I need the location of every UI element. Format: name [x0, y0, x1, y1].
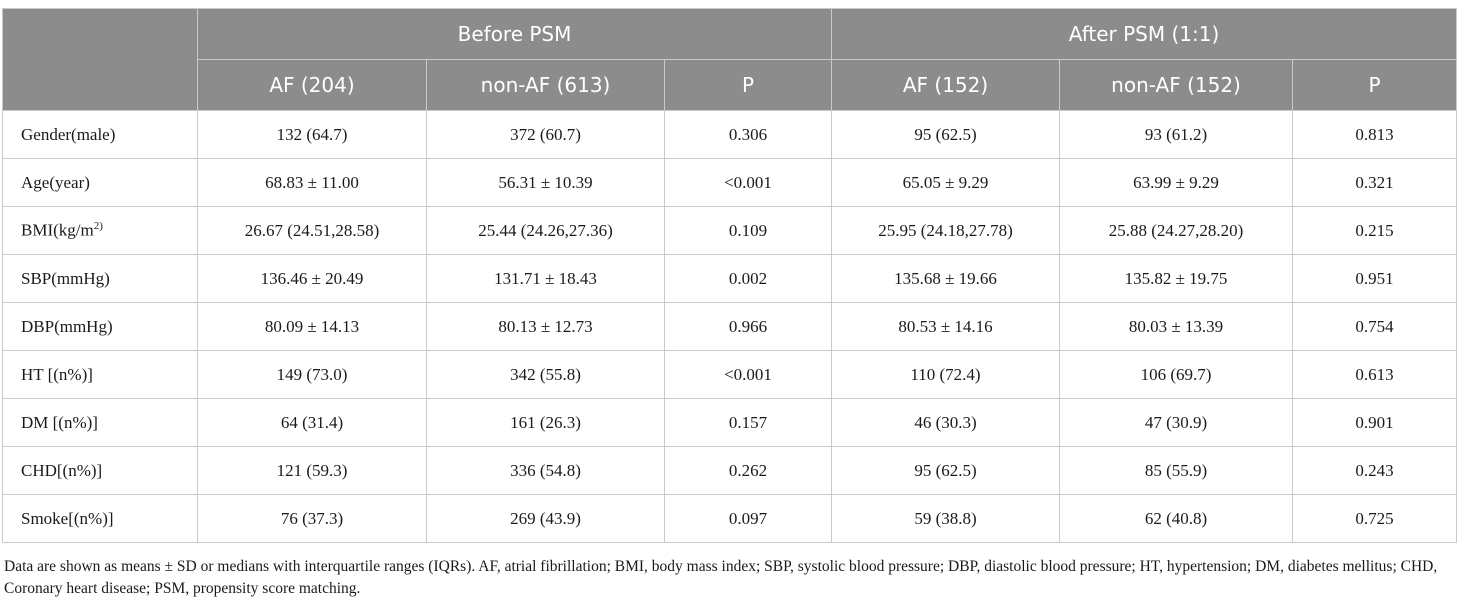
table-body: Gender(male) 132 (64.7) 372 (60.7) 0.306 95 … [2, 110, 1458, 543]
row-label: SBP(mmHg) [2, 254, 198, 303]
value-cell: 63.99 ± 9.29 [1059, 158, 1294, 207]
p-value-cell: 0.966 [663, 302, 833, 351]
p-value-cell: 0.613 [1292, 350, 1458, 399]
value-cell: 25.95 (24.18,27.78) [831, 206, 1061, 255]
table-footnote: Data are shown as means ± SD or medians … [4, 558, 1438, 597]
value-cell: 85 (55.9) [1059, 446, 1294, 495]
p-value-cell: <0.001 [663, 158, 833, 207]
value-cell: 80.13 ± 12.73 [426, 302, 665, 351]
value-cell: 95 (62.5) [831, 110, 1061, 159]
value-cell: 149 (73.0) [197, 350, 427, 399]
row-label: Smoke[(n%)] [2, 494, 198, 543]
col-header: non-AF (613) [426, 59, 665, 111]
row-label-text: HT [(n%)] [21, 364, 93, 384]
table-row: HT [(n%)] 149 (73.0) 342 (55.8) <0.001 110 (… [2, 350, 1458, 399]
value-cell: 269 (43.9) [426, 494, 665, 543]
table-row: SBP(mmHg) 136.46 ± 20.49 131.71 ± 18.43 0.0… [2, 254, 1458, 303]
value-cell: 135.68 ± 19.66 [831, 254, 1061, 303]
row-label: Age(year) [2, 158, 198, 207]
value-cell: 46 (30.3) [831, 398, 1061, 447]
p-value-cell: 0.813 [1292, 110, 1458, 159]
value-cell: 26.67 (24.51,28.58) [197, 206, 427, 255]
table-row: CHD[(n%)] 121 (59.3) 336 (54.8) 0.262 95 (62… [2, 446, 1458, 495]
value-cell: 76 (37.3) [197, 494, 427, 543]
value-cell: 121 (59.3) [197, 446, 427, 495]
value-cell: 47 (30.9) [1059, 398, 1294, 447]
row-label-text: Smoke[(n%)] [21, 508, 114, 528]
value-cell: 80.03 ± 13.39 [1059, 302, 1294, 351]
table-row: Smoke[(n%)] 76 (37.3) 269 (43.9) 0.097 59 (3… [2, 494, 1458, 543]
col-header: non-AF (152) [1059, 59, 1294, 111]
value-cell: 59 (38.8) [831, 494, 1061, 543]
value-cell: 106 (69.7) [1059, 350, 1294, 399]
value-cell: 336 (54.8) [426, 446, 665, 495]
row-label-text: BMI(kg/m [21, 220, 94, 240]
value-cell: 110 (72.4) [831, 350, 1061, 399]
row-label: HT [(n%)] [2, 350, 198, 399]
value-cell: 135.82 ± 19.75 [1059, 254, 1294, 303]
value-cell: 161 (26.3) [426, 398, 665, 447]
p-value-cell: 0.951 [1292, 254, 1458, 303]
p-value-cell: 0.262 [663, 446, 833, 495]
row-label-text: SBP(mmHg) [21, 268, 110, 288]
p-value-cell: 0.243 [1292, 446, 1458, 495]
p-value-cell: 0.109 [663, 206, 833, 255]
value-cell: 93 (61.2) [1059, 110, 1294, 159]
value-cell: 95 (62.5) [831, 446, 1061, 495]
value-cell: 136.46 ± 20.49 [197, 254, 427, 303]
value-cell: 131.71 ± 18.43 [426, 254, 665, 303]
value-cell: 25.44 (24.26,27.36) [426, 206, 665, 255]
row-label-text: Age(year) [21, 172, 90, 192]
p-value-cell: 0.321 [1292, 158, 1458, 207]
p-value-cell: 0.157 [663, 398, 833, 447]
row-label-superscript: 2) [93, 220, 103, 233]
table-row: DBP(mmHg) 80.09 ± 14.13 80.13 ± 12.73 0.966… [2, 302, 1458, 351]
value-cell: 56.31 ± 10.39 [426, 158, 665, 207]
value-cell: 64 (31.4) [197, 398, 427, 447]
value-cell: 25.88 (24.27,28.20) [1059, 206, 1294, 255]
p-value-cell: 0.306 [663, 110, 833, 159]
row-label: DM [(n%)] [2, 398, 198, 447]
col-header: AF (204) [197, 59, 427, 111]
p-value-cell: 0.901 [1292, 398, 1458, 447]
table-row: Age(year) 68.83 ± 11.00 56.31 ± 10.39 <0.00… [2, 158, 1458, 207]
group-header-after: After PSM (1:1) [831, 8, 1458, 60]
row-label-text: DBP(mmHg) [21, 316, 113, 336]
p-value-cell: 0.754 [1292, 302, 1458, 351]
value-cell: 80.09 ± 14.13 [197, 302, 427, 351]
group-header-row: Before PSM After PSM (1:1) [2, 8, 1458, 111]
row-label: DBP(mmHg) [2, 302, 198, 351]
p-value-cell: 0.097 [663, 494, 833, 543]
column-header-row: AF (204) non-AF (613) P AF (152) non-AF … [2, 59, 1458, 111]
col-header: P [1292, 59, 1458, 111]
value-cell: 80.53 ± 14.16 [831, 302, 1061, 351]
value-cell: 62 (40.8) [1059, 494, 1294, 543]
table-header: Before PSM After PSM (1:1) AF (204) non-… [2, 8, 1458, 111]
row-label: CHD[(n%)] [2, 446, 198, 495]
psm-comparison-table: Before PSM After PSM (1:1) AF (204) non-… [2, 8, 1458, 543]
value-cell: 132 (64.7) [197, 110, 427, 159]
p-value-cell: 0.725 [1292, 494, 1458, 543]
row-label-text: Gender(male) [21, 124, 116, 144]
row-label-text: CHD[(n%)] [21, 460, 103, 480]
table-row: DM [(n%)] 64 (31.4) 161 (26.3) 0.157 46 (30.… [2, 398, 1458, 447]
value-cell: 65.05 ± 9.29 [831, 158, 1061, 207]
p-value-cell: <0.001 [663, 350, 833, 399]
table-row: Gender(male) 132 (64.7) 372 (60.7) 0.306 95 … [2, 110, 1458, 159]
col-header: AF (152) [831, 59, 1061, 111]
value-cell: 342 (55.8) [426, 350, 665, 399]
group-header-before: Before PSM [196, 8, 833, 60]
row-label: Gender(male) [2, 110, 198, 159]
value-cell: 372 (60.7) [426, 110, 665, 159]
corner-cell [2, 8, 198, 111]
p-value-cell: 0.215 [1292, 206, 1458, 255]
p-value-cell: 0.002 [663, 254, 833, 303]
table-row: BMI(kg/m2) 26.67 (24.51,28.58) 25.44 (24.2… [2, 206, 1458, 255]
value-cell: 68.83 ± 11.00 [197, 158, 427, 207]
col-header: P [663, 59, 833, 111]
row-label: BMI(kg/m2) [2, 206, 198, 255]
row-label-text: DM [(n%)] [21, 412, 98, 432]
